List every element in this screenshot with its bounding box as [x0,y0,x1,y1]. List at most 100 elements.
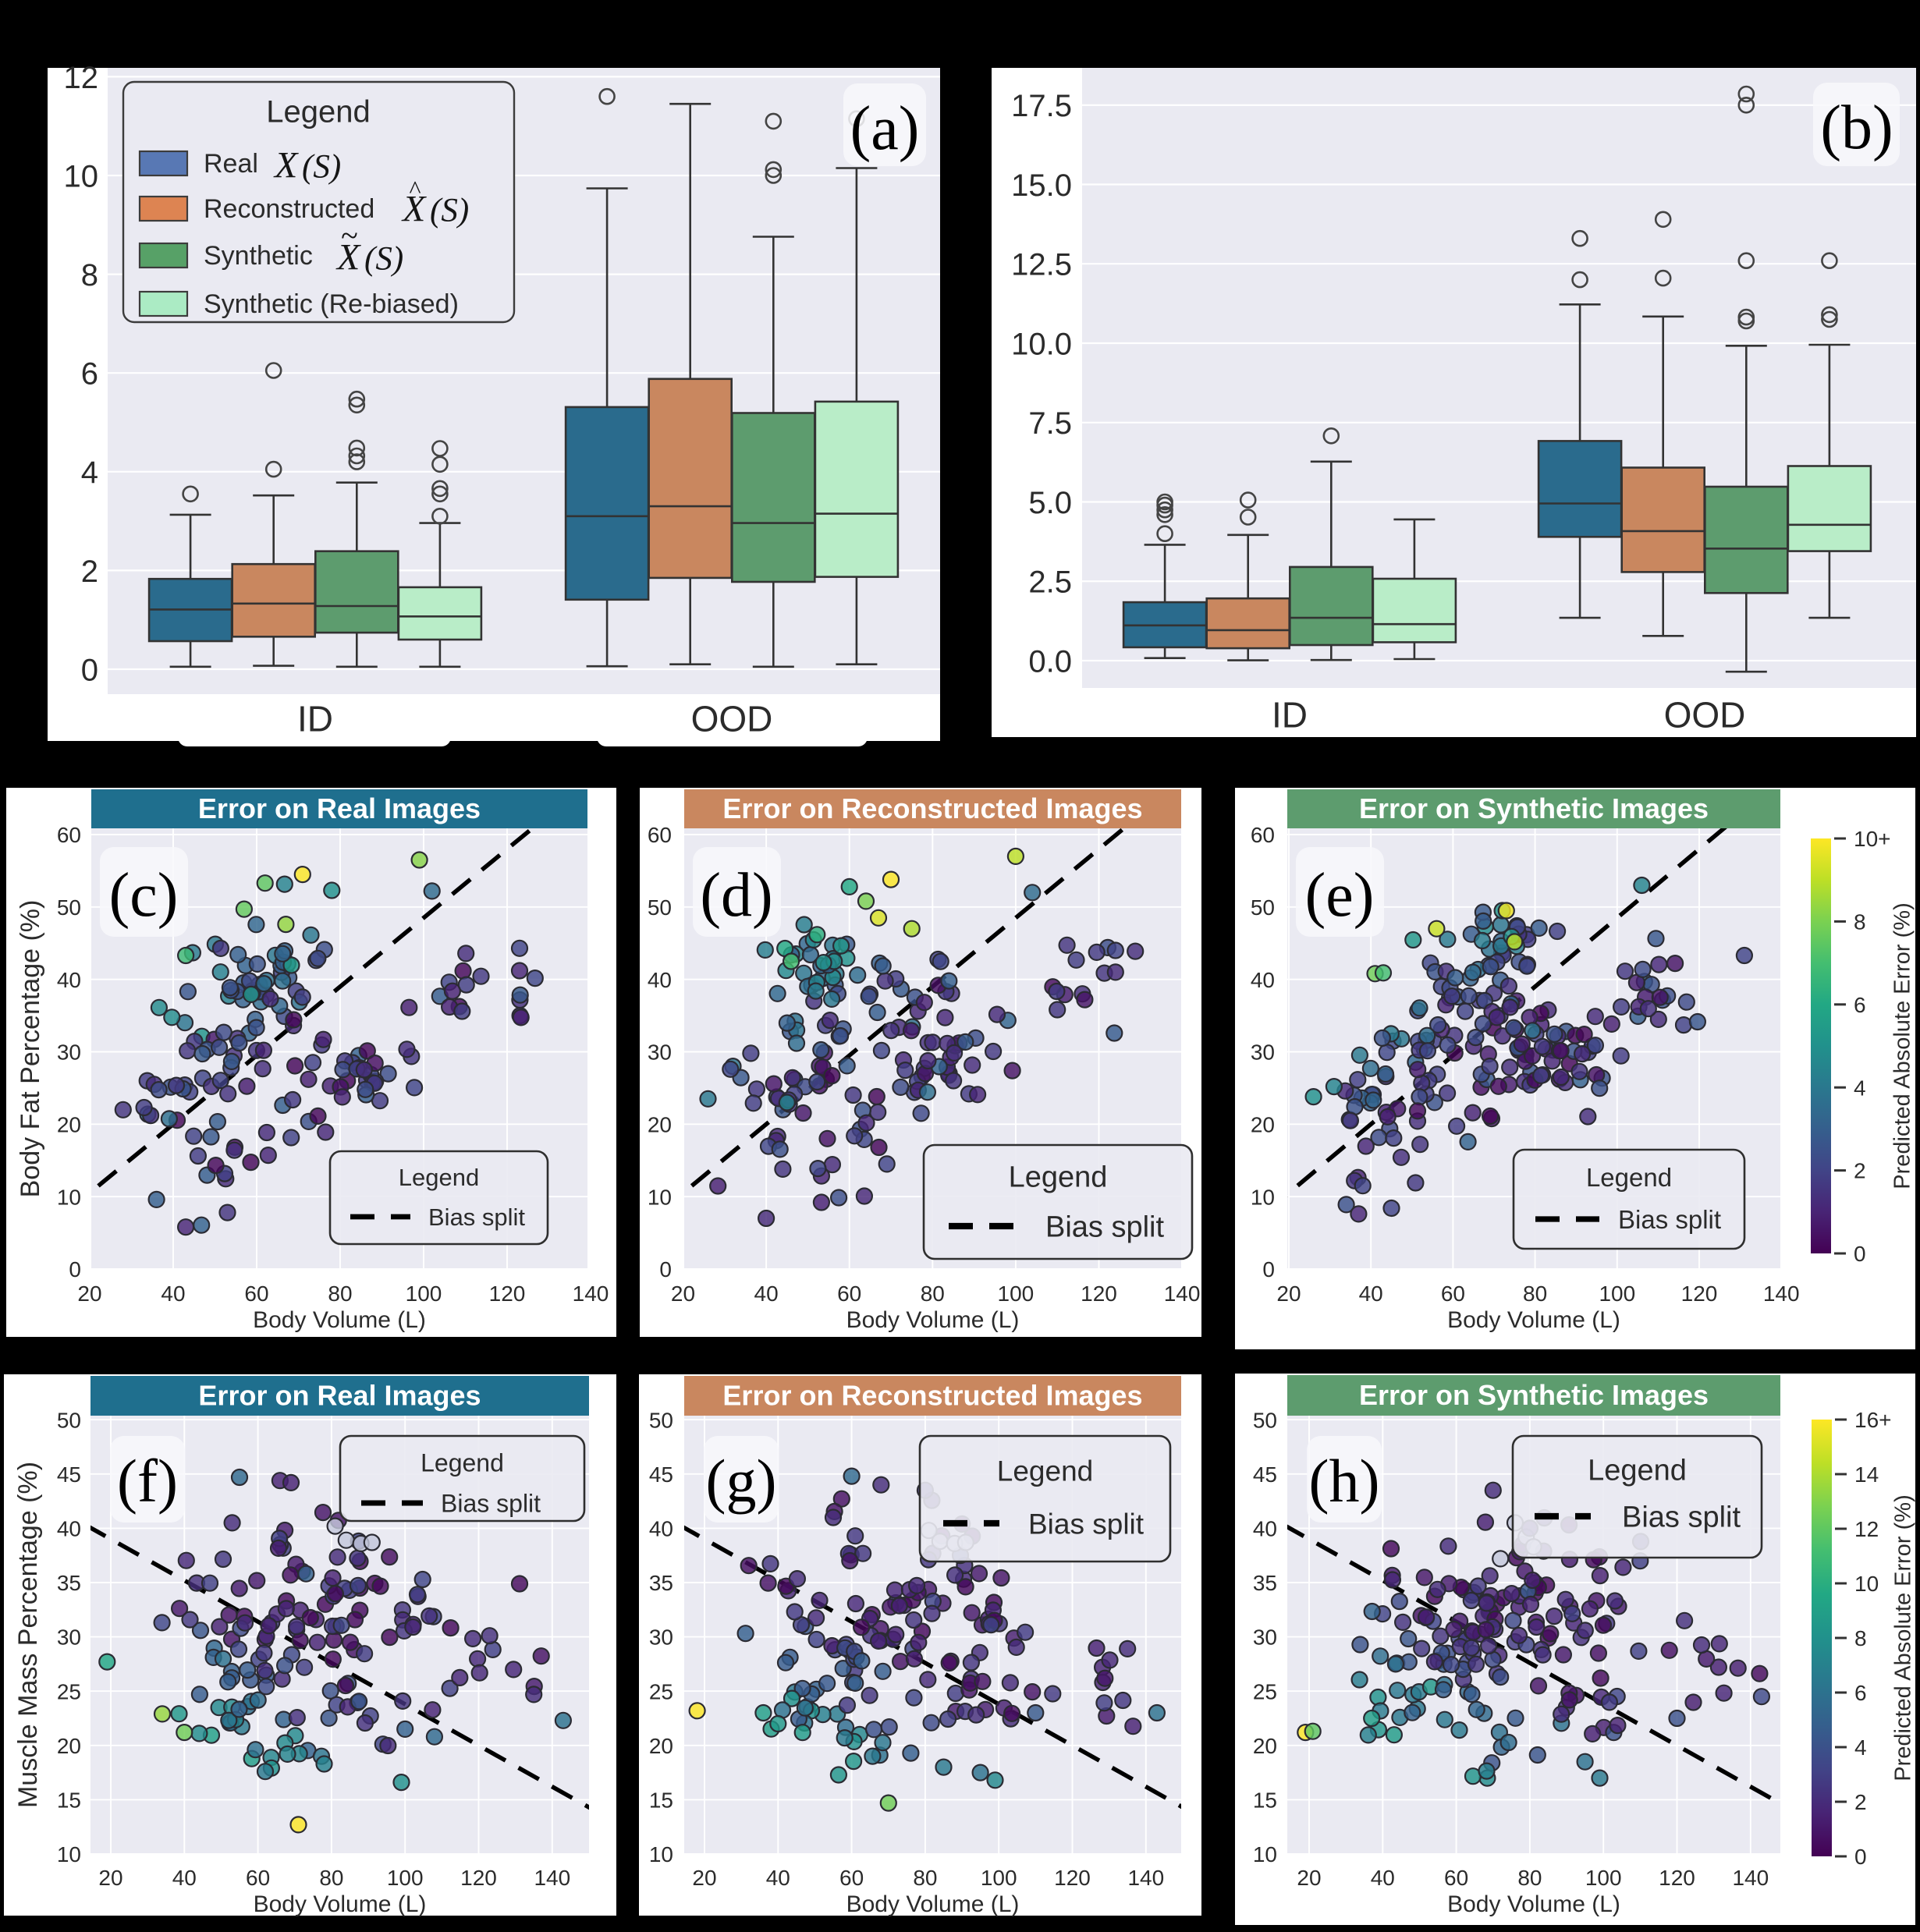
svg-text:0.0: 0.0 [1028,644,1072,679]
svg-text:50: 50 [57,1408,81,1432]
svg-text:0: 0 [81,653,98,687]
svg-text:140: 140 [573,1282,609,1306]
svg-text:Error on Real Images: Error on Real Images [198,792,481,824]
svg-text:140: 140 [1164,1282,1201,1306]
svg-text:45: 45 [1253,1462,1277,1487]
svg-text:100: 100 [981,1866,1017,1890]
svg-text:140: 140 [534,1866,570,1890]
svg-text:140: 140 [1763,1282,1800,1306]
svg-text:40: 40 [1359,1282,1383,1306]
svg-text:ID: ID [1272,695,1308,736]
svg-text:2: 2 [1854,1159,1866,1183]
svg-text:30: 30 [1251,1040,1275,1065]
svg-text:Body Volume (L): Body Volume (L) [254,1891,427,1917]
svg-text:4: 4 [1854,1076,1866,1100]
svg-text:Body Volume (L): Body Volume (L) [253,1307,426,1333]
svg-text:Bias split: Bias split [428,1204,525,1231]
svg-text:100: 100 [406,1282,442,1306]
svg-text:50: 50 [649,1408,673,1432]
svg-text:15: 15 [57,1788,81,1812]
svg-text:17.5: 17.5 [1011,89,1072,123]
svg-text:Bias split: Bias split [1618,1205,1721,1234]
svg-text:X: X [401,188,427,229]
svg-text:Predicted Absolute Error (%): Predicted Absolute Error (%) [1890,902,1915,1189]
svg-text:Error on Real Images: Error on Real Images [198,1379,481,1411]
svg-text:^: ^ [409,175,421,204]
svg-text:Real: Real [204,149,258,179]
svg-text:ID: ID [297,699,333,739]
svg-text:100: 100 [1599,1282,1635,1306]
svg-text:Legend: Legend [1009,1161,1108,1194]
svg-text:120: 120 [1081,1282,1117,1306]
svg-text:Body Volume (L): Body Volume (L) [1447,1891,1620,1917]
svg-text:15.0: 15.0 [1011,168,1072,203]
svg-text:120: 120 [1659,1866,1695,1890]
svg-text:40: 40 [161,1282,185,1306]
svg-text:40: 40 [1371,1866,1395,1890]
svg-text:30: 30 [649,1625,673,1650]
svg-text:80: 80 [913,1866,937,1890]
svg-text:10: 10 [57,1842,81,1866]
svg-text:X: X [335,236,361,278]
svg-text:120: 120 [489,1282,526,1306]
svg-text:(S): (S) [302,148,341,185]
svg-text:80: 80 [328,1282,352,1306]
svg-text:0: 0 [1854,1242,1866,1266]
svg-text:120: 120 [1054,1866,1091,1890]
svg-text:25: 25 [649,1679,673,1703]
svg-text:30: 30 [1253,1625,1277,1650]
svg-text:80: 80 [921,1282,945,1306]
svg-text:Bias split: Bias split [1045,1211,1164,1244]
svg-text:50: 50 [57,895,81,920]
svg-text:Body Volume (L): Body Volume (L) [1447,1307,1620,1333]
svg-text:35: 35 [57,1571,81,1595]
svg-text:15: 15 [1253,1788,1277,1812]
svg-text:80: 80 [319,1866,343,1890]
svg-text:0: 0 [69,1257,81,1282]
svg-text:Error on Synthetic Images: Error on Synthetic Images [1359,792,1709,824]
svg-text:Legend: Legend [421,1449,504,1477]
svg-text:30: 30 [648,1040,672,1065]
svg-text:5.0: 5.0 [1028,486,1072,520]
svg-text:Error on Reconstructed Images: Error on Reconstructed Images [722,1379,1142,1411]
svg-text:100: 100 [1585,1866,1622,1890]
svg-text:Bias split: Bias split [1028,1508,1145,1540]
svg-text:Bias split: Bias split [1622,1501,1741,1534]
svg-text:35: 35 [1253,1571,1277,1595]
svg-text:20: 20 [1253,1734,1277,1758]
svg-text:(f): (f) [117,1447,178,1515]
svg-text:(h): (h) [1309,1447,1380,1515]
svg-text:12: 12 [1854,1517,1879,1541]
svg-text:120: 120 [1681,1282,1718,1306]
svg-text:60: 60 [839,1866,864,1890]
svg-text:20: 20 [1297,1866,1321,1890]
svg-text:60: 60 [837,1282,861,1306]
svg-text:20: 20 [692,1866,716,1890]
svg-text:45: 45 [57,1462,81,1487]
svg-text:80: 80 [1517,1866,1542,1890]
svg-text:20: 20 [648,1112,672,1136]
svg-text:60: 60 [1444,1866,1468,1890]
svg-text:Predicted Absolute Error (%): Predicted Absolute Error (%) [1890,1494,1915,1781]
svg-text:60: 60 [57,823,81,847]
svg-text:(d): (d) [700,861,772,930]
svg-text:4: 4 [1854,1735,1867,1760]
svg-text:Error on Reconstructed Images: Error on Reconstructed Images [722,792,1142,824]
svg-text:10: 10 [64,159,99,193]
svg-text:40: 40 [1251,968,1275,992]
svg-text:6: 6 [81,357,98,392]
svg-text:2: 2 [1854,1790,1867,1814]
svg-text:OOD: OOD [691,699,773,739]
svg-text:OOD: OOD [1664,695,1746,736]
svg-text:8: 8 [1854,1626,1867,1650]
svg-text:Synthetic: Synthetic [204,241,313,271]
svg-text:10: 10 [1251,1185,1275,1209]
svg-text:50: 50 [1251,895,1275,920]
svg-text:20: 20 [77,1282,101,1306]
svg-text:35: 35 [649,1571,673,1595]
svg-text:6: 6 [1854,993,1866,1017]
svg-text:(S): (S) [364,240,403,277]
svg-text:Synthetic (Re-biased): Synthetic (Re-biased) [204,289,459,319]
svg-text:60: 60 [246,1866,270,1890]
svg-text:140: 140 [1127,1866,1164,1890]
